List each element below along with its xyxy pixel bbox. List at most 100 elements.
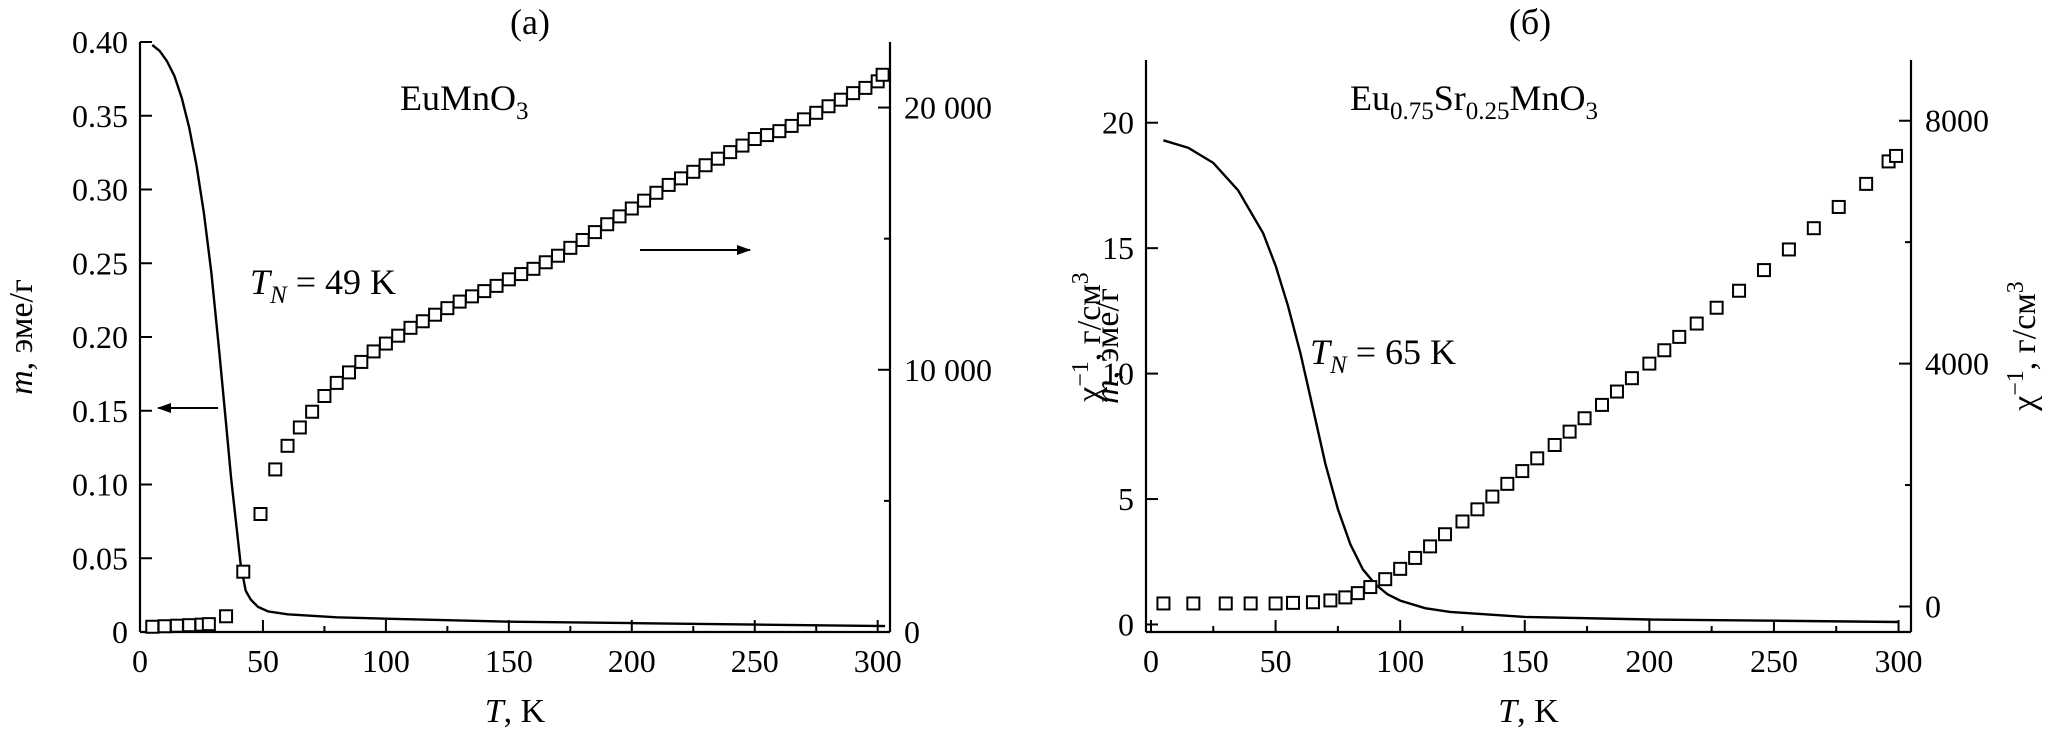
panel-a-inverse-susceptibility-point	[464, 289, 479, 304]
panel-b-inverse-susceptibility-point	[1393, 561, 1408, 576]
panel-a-inverse-susceptibility-point	[428, 307, 443, 322]
panel-a-left-y-tick-label: 0.20	[72, 319, 128, 355]
panel-a-inverse-susceptibility-point	[772, 124, 787, 139]
panel-a-inverse-susceptibility-point	[875, 67, 890, 82]
panel-b-inverse-susceptibility-point	[1831, 199, 1846, 214]
panel-a-magnetization-curve	[151, 44, 886, 628]
panel-a-inverse-susceptibility-point	[637, 193, 652, 208]
panel-a-inverse-susceptibility-point	[157, 619, 172, 634]
panel-a: 0 50 100 150 200 250 30000.050.100.150.200.250…	[3, 2, 1108, 730]
panel-a-left-y-tick-label: 0.05	[72, 540, 128, 576]
panel-b-x-tick-label: 200	[1625, 643, 1673, 679]
panel-b-inverse-susceptibility-point	[1470, 502, 1485, 517]
panel-a-inverse-susceptibility-point	[846, 86, 861, 101]
panel-b-left-y-axis-label: m, эме/г	[1089, 288, 1126, 404]
panel-a-right-y-tick-label: 0	[904, 614, 920, 650]
panel-a-x-tick-label: 300	[854, 643, 902, 679]
panel-b-inverse-susceptibility-point	[1485, 489, 1500, 504]
panel-a-inverse-susceptibility-point	[391, 328, 406, 343]
panel-b-inverse-susceptibility-point	[1515, 464, 1530, 479]
panel-b-magnetization-curve	[1163, 139, 1899, 624]
panel-a-inverse-susceptibility-point	[833, 92, 848, 107]
panel-b-inverse-susceptibility-point	[1350, 586, 1365, 601]
panel-b-inverse-susceptibility-point	[1438, 527, 1453, 542]
panel-b-inverse-susceptibility-point	[1672, 329, 1687, 344]
panel-b-inverse-susceptibility-point	[1709, 300, 1724, 315]
panel-b-inverse-susceptibility-point	[1363, 580, 1378, 595]
panel-a-inverse-susceptibility-point	[760, 128, 775, 143]
panel-b-inverse-susceptibility-point	[1423, 539, 1438, 554]
panel-b-inverse-susceptibility-point	[1156, 596, 1171, 611]
panel-b-inverse-susceptibility-point	[1500, 476, 1515, 491]
panel-a-x-tick-label: 200	[608, 643, 656, 679]
panel-b-inverse-susceptibility-point	[1218, 596, 1233, 611]
panel-a-inverse-susceptibility-point	[551, 248, 566, 263]
panel-a-inverse-susceptibility-point	[477, 284, 492, 299]
panel-a-inverse-susceptibility-point	[182, 618, 197, 633]
panel-a-inverse-susceptibility-point	[329, 375, 344, 390]
panel-a-inverse-susceptibility-point	[723, 145, 738, 160]
panel-b-inverse-susceptibility-point	[1268, 596, 1283, 611]
panel-a-inverse-susceptibility-point	[649, 185, 664, 200]
panel-b-neel-temperature-label: TN = 65 K	[1310, 332, 1456, 379]
panel-a-inverse-susceptibility-point	[710, 151, 725, 166]
panel-a-left-y-tick-label: 0.15	[72, 393, 128, 429]
panel-a-inverse-susceptibility-point	[661, 177, 676, 192]
panel-a-inverse-susceptibility-point	[538, 255, 553, 270]
panel-a-left-y-axis-label: m, эме/г	[3, 279, 40, 395]
panel-a-inverse-susceptibility-point	[280, 438, 295, 453]
panel-a-inverse-susceptibility-point	[575, 232, 590, 247]
panel-a-inverse-susceptibility-point	[219, 609, 234, 624]
panel-a-inverse-susceptibility-point	[784, 118, 799, 133]
panel-a-inverse-susceptibility-point	[698, 158, 713, 173]
panel-b-inverse-susceptibility-point	[1547, 437, 1562, 452]
panel-a-inverse-susceptibility-point	[452, 294, 467, 309]
panel-b-inverse-susceptibility-point	[1624, 371, 1639, 386]
panel-b-inverse-susceptibility-point	[1455, 514, 1470, 529]
panel-a-inverse-susceptibility-point	[501, 272, 516, 287]
panel-b-compound-formula: Eu0.75Sr0.25MnO3	[1350, 78, 1598, 125]
panel-b-x-tick-label: 150	[1501, 643, 1549, 679]
panel-b-inverse-susceptibility-point	[1577, 411, 1592, 426]
panel-b-left-y-tick-label: 20	[1102, 105, 1134, 141]
panel-b-left-y-tick-label: 5	[1118, 481, 1134, 517]
panel-a-inverse-susceptibility-point	[292, 420, 307, 435]
panel-a-inverse-susceptibility-point	[858, 80, 873, 95]
panel-a-inverse-susceptibility-point	[796, 112, 811, 127]
panel-a-inverse-susceptibility-point	[563, 240, 578, 255]
panel-a-inverse-susceptibility-point	[403, 320, 418, 335]
panel-a-inverse-susceptibility-point	[821, 99, 836, 114]
panel-b-x-tick-label: 300	[1875, 643, 1923, 679]
panel-b-inverse-susceptibility-point	[1889, 148, 1904, 163]
panel-a-left-y-tick-label: 0.30	[72, 172, 128, 208]
panel-b-label: (б)	[1509, 2, 1551, 42]
panel-a-inverse-susceptibility-point	[809, 105, 824, 120]
panel-b-inverse-susceptibility-point	[1323, 593, 1338, 608]
panel-a-inverse-susceptibility-point	[587, 225, 602, 240]
panel-a-label: (a)	[510, 2, 550, 42]
panel-a-inverse-susceptibility-point	[236, 564, 251, 579]
panel-b-x-tick-label: 50	[1260, 643, 1292, 679]
panel-a-inverse-susceptibility-point	[747, 132, 762, 147]
panel-a-right-y-tick-label: 10 000	[904, 352, 992, 388]
panel-a-left-y-tick-label: 0.40	[72, 24, 128, 60]
panel-b-inverse-susceptibility-point	[1530, 451, 1545, 466]
panel-a-inverse-susceptibility-point	[145, 619, 160, 634]
panel-b-x-tick-label: 100	[1376, 643, 1424, 679]
panel-a-inverse-susceptibility-point	[514, 267, 529, 282]
panel-b-inverse-susceptibility-point	[1732, 283, 1747, 298]
panel-b-x-axis-label: T, K	[1498, 693, 1559, 730]
panel-b-right-y-tick-label: 4000	[1925, 346, 1989, 382]
panel-a-left-y-tick-label: 0	[112, 614, 128, 650]
panel-b-x-tick-label: 0	[1143, 643, 1159, 679]
panel-a-inverse-susceptibility-point	[201, 617, 216, 632]
panel-b-inverse-susceptibility-point	[1642, 356, 1657, 371]
panel-b-inverse-susceptibility-point	[1186, 596, 1201, 611]
panel-b-inverse-susceptibility-point	[1609, 384, 1624, 399]
panel-a-inverse-susceptibility-point	[253, 507, 268, 521]
panel-b-x-tick-label: 250	[1750, 643, 1798, 679]
panel-b-inverse-susceptibility-point	[1562, 424, 1577, 439]
panel-a-x-tick-label: 0	[132, 643, 148, 679]
panel-b-inverse-susceptibility-point	[1408, 550, 1423, 565]
